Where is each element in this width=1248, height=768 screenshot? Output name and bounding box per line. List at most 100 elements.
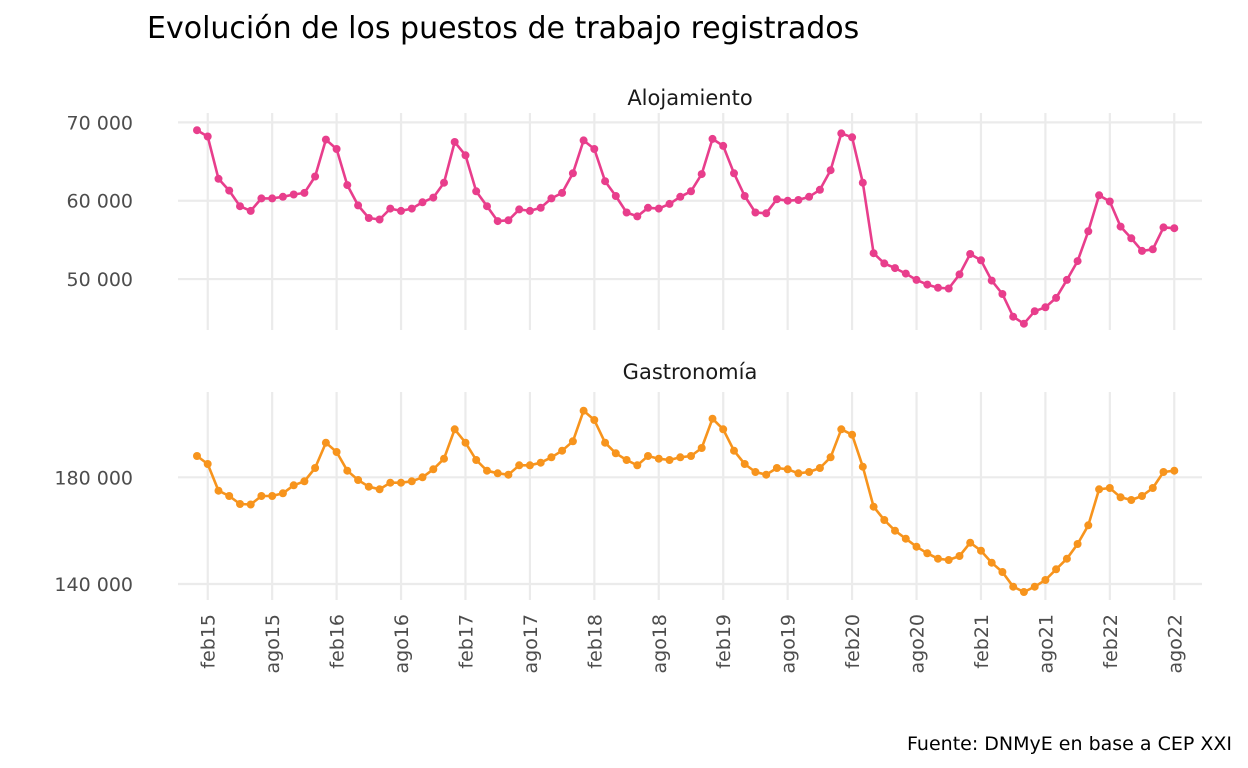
data-point-alojamiento-20 [407,204,416,213]
panel-alojamiento-y-grid [178,121,1202,281]
data-point-gastronomia-2 [214,486,223,495]
data-point-alojamiento-0 [193,126,201,135]
data-point-alojamiento-5 [246,206,255,215]
data-point-gastronomia-36 [579,406,588,415]
data-point-gastronomia-42 [644,452,652,460]
data-point-gastronomia-25 [461,438,470,447]
data-point-gastronomia-88 [1138,492,1146,500]
panel-gastronomia-y-ticks: 140 000 180 000 [54,467,133,596]
data-point-alojamiento-36 [579,136,588,145]
data-point-alojamiento-42 [644,203,652,212]
data-point-gastronomia-68 [923,549,932,558]
data-point-alojamiento-32 [536,203,545,212]
data-point-alojamiento-43 [654,204,663,213]
data-point-alojamiento-62 [858,178,867,187]
x-tick-label-feb15: feb15 [198,614,220,669]
data-point-alojamiento-84 [1095,191,1104,200]
x-tick-label-feb18: feb18 [584,614,606,669]
data-point-gastronomia-77 [1019,588,1028,596]
x-tick-label-feb20: feb20 [842,614,864,669]
data-point-alojamiento-14 [343,181,352,190]
data-point-gastronomia-23 [440,454,448,463]
x-tick-label-ago15: ago15 [262,614,284,674]
data-point-alojamiento-38 [601,177,610,186]
x-tick-label-ago22: ago22 [1164,614,1186,674]
data-point-alojamiento-57 [805,192,814,201]
data-point-alojamiento-60 [837,129,846,138]
x-tick-label-ago20: ago20 [907,614,929,674]
data-point-gastronomia-65 [891,526,899,535]
series-line-alojamiento [196,129,1175,325]
data-point-gastronomia-72 [966,538,975,547]
y-tick-label-alojamiento-60000: 60 000 [67,191,133,213]
data-point-gastronomia-74 [987,558,996,567]
x-tick-label-feb16: feb16 [327,614,349,669]
data-point-alojamiento-53 [762,209,771,218]
data-point-alojamiento-56 [794,196,803,204]
data-point-gastronomia-44 [665,456,674,464]
data-point-gastronomia-30 [515,461,524,470]
series-line-gastronomia [196,409,1175,594]
x-tick-label-feb22: feb22 [1100,614,1122,669]
data-point-gastronomia-1 [203,460,212,468]
data-point-alojamiento-90 [1159,223,1168,232]
x-tick-label-ago16: ago16 [391,614,413,674]
panel-title-gastronomia: Gastronomía [623,360,758,384]
data-point-alojamiento-8 [278,192,287,201]
data-point-alojamiento-49 [719,141,728,150]
data-point-alojamiento-44 [665,199,674,208]
data-point-alojamiento-47 [697,170,706,179]
data-point-gastronomia-27 [483,466,491,475]
data-point-gastronomia-45 [676,453,685,462]
data-point-gastronomia-43 [654,454,663,463]
data-point-gastronomia-26 [472,456,481,464]
data-point-gastronomia-54 [772,464,781,472]
data-point-alojamiento-70 [944,284,953,293]
data-point-gastronomia-33 [547,453,556,462]
data-point-alojamiento-15 [354,201,363,210]
data-point-gastronomia-73 [977,546,985,555]
panel-alojamiento: Alojamiento 50 000 60 000 70 000 [67,86,1202,330]
data-point-gastronomia-59 [826,453,835,462]
panel-title-alojamiento: Alojamiento [627,86,752,110]
data-point-gastronomia-7 [268,492,277,500]
data-point-alojamiento-24 [450,138,459,146]
data-point-alojamiento-41 [633,212,642,221]
data-point-alojamiento-81 [1062,275,1071,284]
data-point-alojamiento-28 [493,217,502,226]
data-point-alojamiento-73 [977,256,985,265]
panel-gastronomia: Gastronomía 140 000 180 000 [54,360,1202,600]
data-point-gastronomia-82 [1073,540,1082,548]
data-point-gastronomia-84 [1095,485,1104,494]
data-point-gastronomia-75 [998,568,1007,576]
data-point-alojamiento-50 [730,169,738,178]
data-point-gastronomia-4 [236,500,244,508]
data-point-gastronomia-32 [536,458,545,467]
data-point-gastronomia-11 [311,464,320,472]
data-point-alojamiento-88 [1138,246,1146,255]
data-point-gastronomia-40 [622,456,631,464]
data-point-alojamiento-59 [826,166,835,175]
data-point-gastronomia-86 [1116,493,1125,502]
data-point-alojamiento-2 [214,174,223,183]
data-point-alojamiento-10 [300,188,309,197]
data-point-alojamiento-12 [321,135,330,144]
data-point-gastronomia-69 [934,554,942,563]
data-point-gastronomia-24 [450,425,459,434]
data-point-gastronomia-90 [1159,468,1168,476]
data-point-alojamiento-55 [783,196,792,205]
data-point-alojamiento-80 [1052,293,1061,302]
data-point-gastronomia-57 [805,468,814,476]
data-point-alojamiento-87 [1127,234,1136,243]
data-point-gastronomia-8 [278,489,287,498]
data-point-alojamiento-37 [590,145,599,153]
data-point-alojamiento-23 [440,178,448,187]
x-axis-tick-labels: feb15 ago15 feb16 ago16 feb17 ago17 feb18 ago18… [198,614,1187,674]
data-point-gastronomia-81 [1062,554,1071,563]
x-tick-label-feb19: feb19 [713,614,735,669]
data-point-gastronomia-22 [429,465,438,474]
data-point-gastronomia-16 [364,482,373,491]
data-point-alojamiento-82 [1073,257,1082,266]
data-point-gastronomia-71 [955,552,964,560]
data-point-alojamiento-65 [891,264,899,273]
